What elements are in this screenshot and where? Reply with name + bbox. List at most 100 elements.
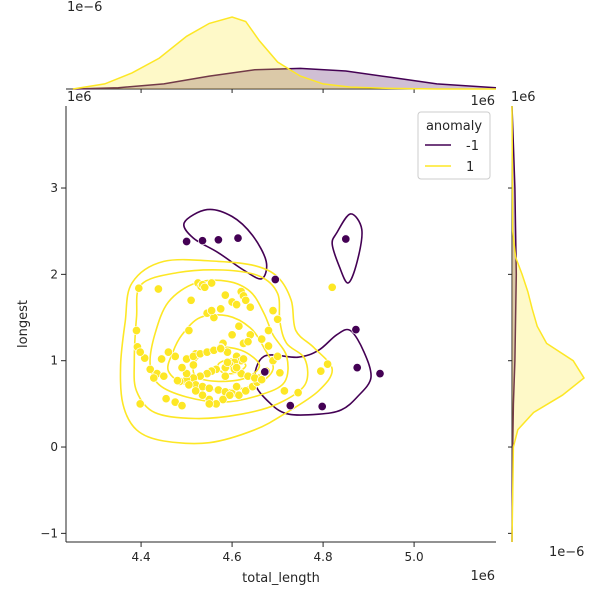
scatter-point-neg1 — [260, 367, 270, 377]
scatter-point-pos1 — [232, 300, 242, 310]
scatter-point-pos1 — [243, 337, 253, 347]
scatter-point-neg1 — [182, 236, 192, 247]
x-axis-label: total_length — [242, 571, 320, 586]
scatter-point-neg1 — [270, 274, 280, 285]
scatter-point-pos1 — [135, 399, 145, 409]
scatter-point-pos1 — [323, 359, 333, 369]
scatter-point-neg1 — [197, 236, 208, 246]
scatter-point-pos1 — [207, 278, 217, 288]
y-offset-label: 1e6 — [67, 90, 92, 105]
scatter-point-pos1 — [275, 368, 285, 378]
scatter-point-neg1 — [341, 234, 351, 244]
top-marginal-plot — [66, 16, 497, 93]
top-marginal-right-label: 1e6 — [470, 94, 495, 109]
scatter-point-pos1 — [170, 351, 180, 361]
kde-contour-pos1-1 — [133, 269, 309, 420]
scatter-point-pos1 — [263, 325, 274, 336]
scatter-point-neg1 — [375, 369, 385, 379]
y-tick-label: −1 — [40, 526, 58, 540]
scatter-point-pos1 — [234, 390, 244, 400]
scatter-point-pos1 — [177, 363, 187, 373]
scatter-point-pos1 — [220, 290, 230, 300]
scatter-point-pos1 — [316, 366, 326, 376]
kde-contours — [119, 208, 372, 445]
kde-contour-pos1-0 — [119, 258, 334, 445]
right-marginal-plot — [508, 105, 585, 543]
scatter-point-pos1 — [172, 376, 183, 386]
scatter-point-pos1 — [204, 383, 214, 393]
scatter-point-pos1 — [159, 371, 169, 381]
legend: anomaly -1 1 — [417, 111, 491, 180]
scatter-point-pos1 — [131, 325, 142, 336]
legend-label-pos1: 1 — [466, 160, 474, 175]
y-tick-label: 0 — [50, 440, 58, 454]
y-tick-label: 3 — [50, 181, 58, 195]
right-marginal-bottom-label: 1e−6 — [549, 545, 584, 560]
scatter-point-pos1 — [232, 363, 242, 373]
scatter-point-neg1 — [285, 401, 295, 411]
scatter-point-pos1 — [234, 321, 244, 331]
kde-contour-pos1-5 — [217, 358, 247, 375]
scatter-point-pos1 — [140, 353, 150, 363]
kde-contour-neg1-1 — [331, 213, 363, 284]
kde-contour-neg1-2 — [253, 328, 372, 416]
right-marginal-top-label: 1e6 — [511, 90, 536, 105]
y-axis-label: longest — [16, 300, 31, 348]
scatter-point-pos1 — [216, 344, 226, 354]
scatter-point-pos1 — [327, 282, 337, 292]
right-marginal-line-pos1 — [511, 105, 585, 543]
y-tick-label: 2 — [50, 267, 58, 281]
x-tick-label: 4.6 — [223, 550, 242, 564]
x-ticks: 4.4 4.6 4.8 5.0 — [132, 542, 424, 564]
y-ticks: −1 0 1 2 3 — [40, 181, 66, 540]
legend-label-neg1: -1 — [466, 139, 479, 154]
legend-box — [417, 111, 491, 180]
scatter-point-pos1 — [241, 295, 251, 305]
kde-contour-pos1-3 — [167, 313, 275, 391]
scatter-point-pos1 — [220, 371, 230, 381]
scatter-point-neg1 — [351, 325, 361, 335]
scatter-point-pos1 — [218, 394, 228, 405]
scatter-point-pos1 — [200, 282, 210, 292]
top-marginal-area-neg1 — [72, 68, 497, 89]
scatter-point-pos1 — [273, 314, 283, 324]
scatter-point-pos1 — [191, 386, 201, 396]
scatter-point-pos1 — [153, 284, 163, 294]
scatter-point-pos1 — [184, 380, 194, 390]
x-tick-label: 4.4 — [132, 550, 151, 564]
scatter-point-pos1 — [182, 369, 192, 379]
scatter-point-pos1 — [161, 394, 171, 404]
scatter-point-pos1 — [245, 302, 255, 312]
scatter-point-pos1 — [188, 360, 198, 370]
scatter-point-pos1 — [204, 399, 214, 409]
y-tick-label: 1 — [50, 354, 58, 368]
scatter-point-pos1 — [157, 354, 167, 364]
top-marginal-area-pos1 — [72, 17, 497, 89]
scatter-point-neg1 — [352, 363, 362, 373]
scatter-point-pos1 — [207, 306, 217, 316]
scatter-point-pos1 — [177, 401, 187, 411]
right-marginal-line-neg1 — [511, 105, 518, 543]
scatter-point-pos1 — [257, 375, 267, 385]
scatter-point-pos1 — [222, 357, 233, 367]
scatter-point-pos1 — [225, 390, 235, 400]
scatter-point-pos1 — [149, 373, 159, 383]
x-tick-label: 5.0 — [405, 550, 424, 564]
scatter-point-pos1 — [268, 306, 278, 316]
scatter-point-pos1 — [186, 295, 196, 305]
right-marginal-area-pos1 — [512, 106, 584, 542]
kde-contour-neg1-0 — [182, 208, 268, 280]
scatter-point-pos1 — [163, 347, 173, 357]
scatter-points — [131, 233, 385, 412]
scatter-point-pos1 — [238, 354, 249, 364]
top-marginal-offset-label: 1e−6 — [67, 0, 102, 15]
scatter-point-pos1 — [184, 325, 194, 336]
scatter-point-pos1 — [257, 334, 267, 344]
scatter-point-neg1 — [317, 401, 327, 412]
x-tick-label: 4.8 — [314, 550, 333, 564]
scatter-point-neg1 — [233, 233, 243, 243]
scatter-point-pos1 — [134, 283, 144, 293]
scatter-point-pos1 — [241, 386, 251, 396]
scatter-point-pos1 — [227, 330, 237, 340]
